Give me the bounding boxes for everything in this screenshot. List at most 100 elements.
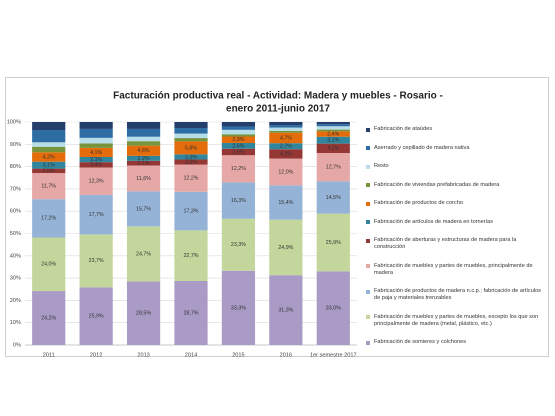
legend-label: Fabricación de muebles y partes de muebl… xyxy=(374,262,533,276)
bar-segment xyxy=(316,124,350,127)
data-label: 12,2% xyxy=(183,176,198,182)
data-label: 4,7% xyxy=(280,135,292,141)
data-label: 2,3% xyxy=(90,157,102,163)
data-label: 4,1% xyxy=(90,150,102,156)
data-label: 4,2% xyxy=(43,154,55,160)
x-tick-label: 2015 xyxy=(232,352,244,358)
bar-segment xyxy=(316,152,350,182)
data-label: 5,8% xyxy=(185,145,197,151)
data-label: 22,7% xyxy=(183,253,198,259)
data-label: 2,1% xyxy=(138,161,150,167)
y-tick-label: 50% xyxy=(10,231,21,237)
data-label: 24,0% xyxy=(41,262,56,268)
bar-segment xyxy=(316,122,350,125)
y-tick-label: 100% xyxy=(7,119,21,125)
bar-segment xyxy=(174,138,208,142)
data-label: 12,7% xyxy=(326,165,341,171)
data-label: 28,5% xyxy=(136,311,151,317)
bar-segment xyxy=(269,132,303,144)
bar-segment xyxy=(316,136,350,144)
y-tick-label: 90% xyxy=(10,142,21,148)
bar-segment xyxy=(126,128,161,137)
data-label: 2,0% xyxy=(43,168,55,174)
bar-segment xyxy=(269,143,303,150)
legend-label: Fabricación de muebles y partes de muebl… xyxy=(374,313,539,327)
legend-swatch xyxy=(366,220,370,224)
bar-segment xyxy=(32,161,66,169)
bar-segment xyxy=(126,165,161,192)
bar-segment xyxy=(269,122,303,126)
bar-segment xyxy=(174,159,208,165)
y-tick-label: 40% xyxy=(10,253,21,259)
bar-segment xyxy=(316,126,350,130)
y-tick-label: 80% xyxy=(10,164,21,170)
legend-label: Resto xyxy=(374,163,389,169)
data-label: 28,7% xyxy=(183,310,198,316)
data-label: 25,9% xyxy=(326,240,341,246)
bar-segment xyxy=(269,158,303,186)
legend-label: Fabricación de ataúdes xyxy=(374,126,433,132)
data-label: 4,6% xyxy=(138,148,150,154)
bar-segment xyxy=(221,155,256,183)
data-label: 4,2% xyxy=(280,151,292,157)
legend-item: Fabricación de productos de corcho xyxy=(366,200,546,207)
x-tick-label: 2014 xyxy=(185,352,197,358)
data-label: 24,9% xyxy=(278,245,293,251)
legend-item: Fabricación de aberturas y estructuras d… xyxy=(366,237,546,251)
legend-label: Fabricación de productos de madera n.c.p… xyxy=(374,288,541,301)
bar-segment xyxy=(221,218,256,271)
data-label: 33,0% xyxy=(326,306,341,312)
bar-segment xyxy=(221,270,256,345)
bar-segment xyxy=(174,141,208,155)
bar-segment xyxy=(126,136,161,142)
bar-segment xyxy=(221,142,256,149)
bar-segment xyxy=(79,167,113,195)
x-tick-label: 2012 xyxy=(90,352,102,358)
legend-label: Aserrado y cepillado de madera nativa xyxy=(374,144,470,151)
data-label: 17,7% xyxy=(89,212,104,218)
data-label: 24,7% xyxy=(136,251,151,257)
bar-segment xyxy=(79,194,113,235)
legend-swatch xyxy=(366,340,370,345)
bar-segment xyxy=(79,122,113,129)
bar-segment xyxy=(174,154,208,160)
legend-swatch xyxy=(366,264,370,268)
legend-swatch xyxy=(366,183,370,187)
legend-label: Fabricación de artículos de madera en to… xyxy=(374,218,494,225)
bar-segment xyxy=(316,131,350,137)
bar-segment xyxy=(32,152,66,162)
bar-segment xyxy=(126,155,161,161)
legend-item: Fabricación de artículos de madera en to… xyxy=(366,219,546,226)
bar-segment xyxy=(174,133,208,139)
bar-segment xyxy=(316,271,350,345)
bar-segment xyxy=(32,142,66,147)
legend-swatch xyxy=(366,289,370,294)
y-tick-label: 70% xyxy=(10,186,21,192)
data-label: 11,6% xyxy=(136,176,151,182)
bar-segment xyxy=(316,181,350,214)
data-label: 23,7% xyxy=(89,258,104,264)
legend-item: Resto xyxy=(366,163,546,170)
bar-segment xyxy=(174,191,208,231)
bar-segment xyxy=(79,147,113,158)
chart-subtitle: enero 2011-junio 2017 xyxy=(226,104,330,115)
legend-swatch xyxy=(366,146,370,150)
data-label: 12,0% xyxy=(278,169,293,175)
bar-segment xyxy=(174,122,208,129)
data-label: 12,3% xyxy=(89,179,104,185)
x-tick-label: 2016 xyxy=(280,352,292,358)
bar-segment xyxy=(316,143,350,153)
bar-segment xyxy=(79,157,113,163)
data-label: 2,9% xyxy=(232,137,244,143)
data-label: 2,3% xyxy=(185,154,197,160)
y-tick-label: 60% xyxy=(10,209,21,215)
chart-title: Facturación productiva real - Actividad:… xyxy=(113,91,443,102)
bar-segment xyxy=(126,160,161,166)
bar-segment xyxy=(221,148,256,156)
bar-segment xyxy=(316,129,350,132)
data-label: 2,2% xyxy=(138,156,150,162)
data-label: 16,3% xyxy=(231,198,246,204)
bar-segment xyxy=(174,230,208,281)
legend-item: Fabricación de muebles y partes de muebl… xyxy=(366,263,546,277)
